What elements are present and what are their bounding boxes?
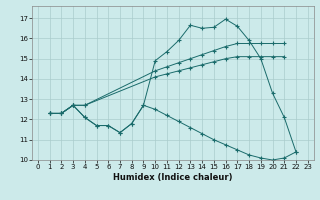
X-axis label: Humidex (Indice chaleur): Humidex (Indice chaleur) — [113, 173, 233, 182]
